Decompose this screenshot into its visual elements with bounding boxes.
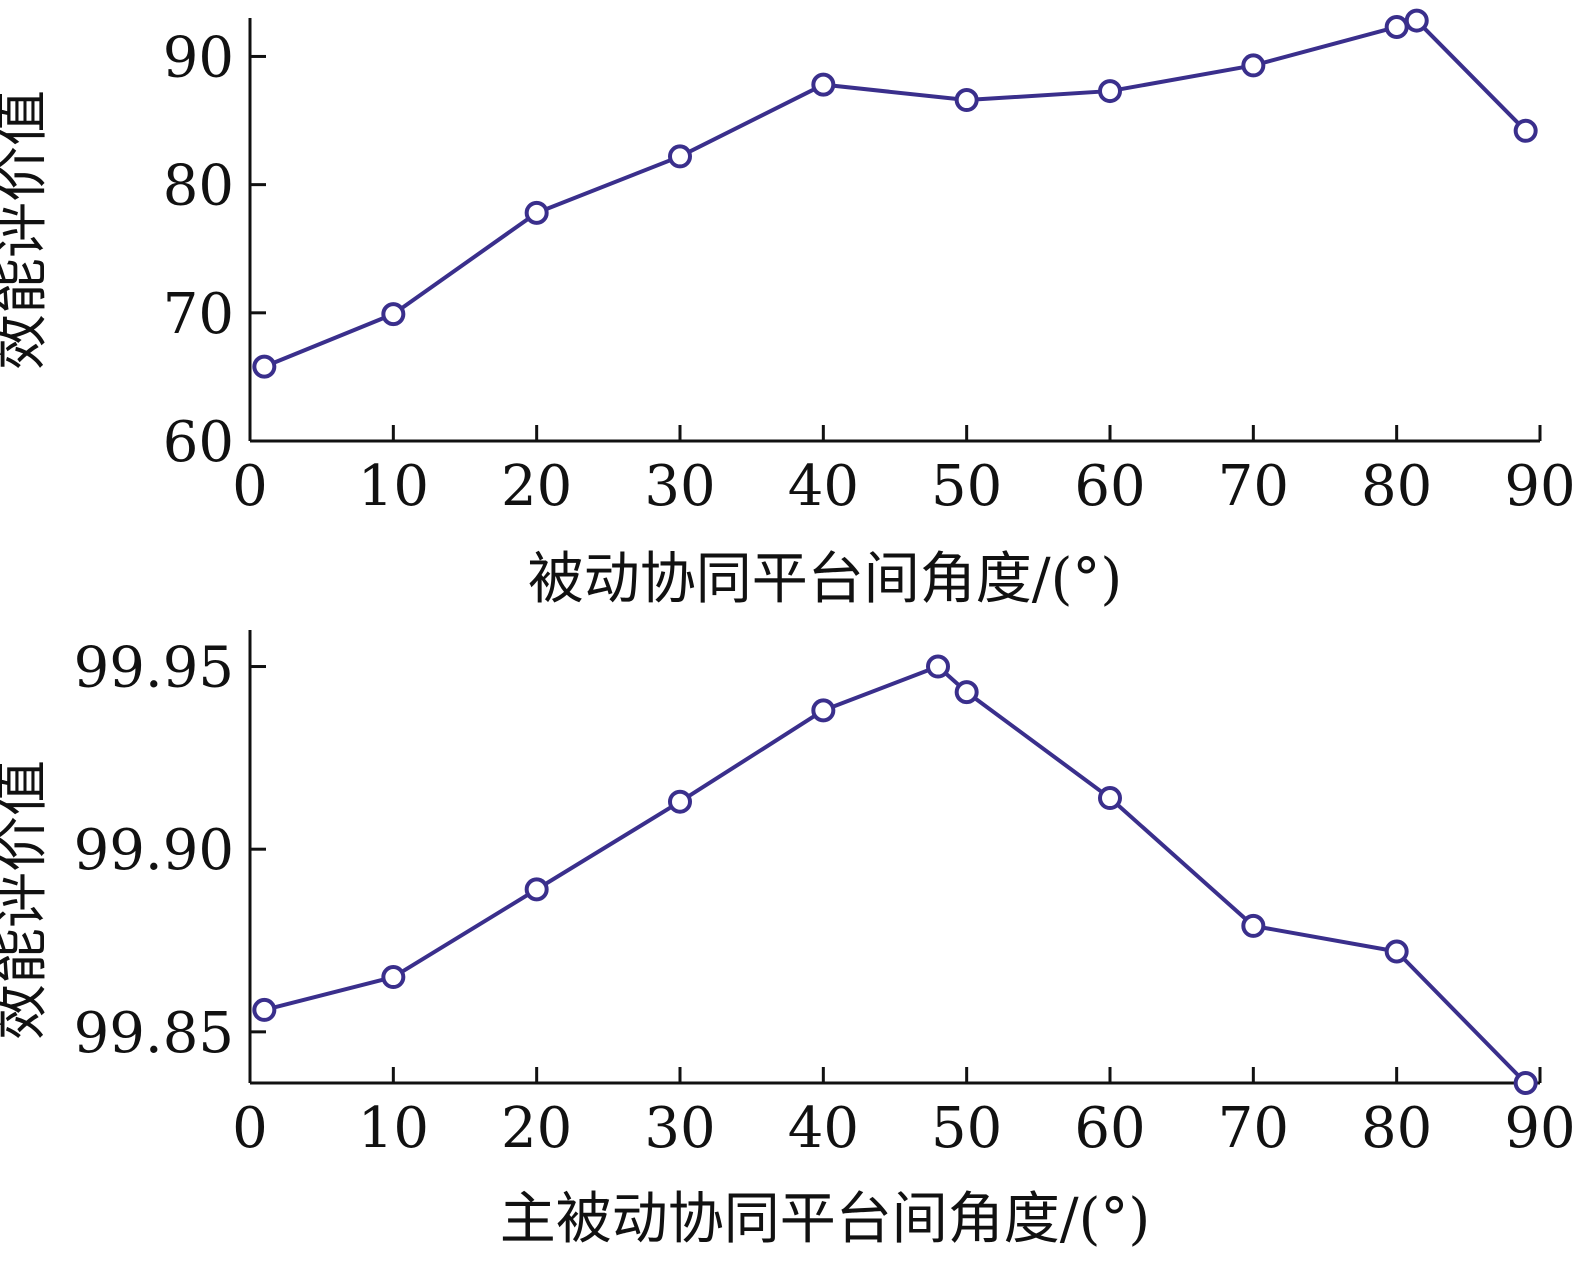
x-tick-label: 70 bbox=[1218, 1096, 1289, 1161]
data-point bbox=[381, 302, 406, 327]
series-line bbox=[263, 18, 1528, 369]
x-tick-label: 20 bbox=[501, 454, 572, 519]
data-point bbox=[668, 144, 692, 169]
data-point bbox=[954, 680, 979, 705]
data-point bbox=[381, 965, 406, 990]
x-tick-label: 60 bbox=[1074, 1096, 1145, 1161]
chart-bottom: 0 10 20 30 40 50 60 70 80 90 99.85 99.90 99.95 主被动协同平… bbox=[0, 630, 1576, 1252]
data-point bbox=[1241, 53, 1266, 78]
y-axis-title: 效能评价值 bbox=[0, 90, 54, 370]
series-line bbox=[263, 664, 1528, 1085]
y-tick-label: 99.85 bbox=[74, 1001, 234, 1066]
data-point bbox=[1384, 14, 1409, 39]
y-tick-label: 99.90 bbox=[74, 818, 234, 883]
x-tick-label: 0 bbox=[232, 454, 268, 519]
data-point bbox=[252, 354, 277, 379]
x-axis-title: 主被动协同平台间角度/(°) bbox=[500, 1187, 1151, 1252]
data-point bbox=[954, 88, 979, 113]
x-tick-label: 40 bbox=[788, 1096, 859, 1161]
data-point bbox=[524, 200, 549, 225]
data-point bbox=[1098, 786, 1122, 811]
x-axis-title: 被动协同平台间角度/(°) bbox=[528, 547, 1123, 612]
data-point bbox=[1241, 913, 1266, 938]
data-point bbox=[1404, 8, 1429, 33]
data-point bbox=[926, 654, 950, 679]
y-tick-label: 99.95 bbox=[74, 636, 234, 701]
data-point bbox=[1098, 79, 1122, 104]
data-point bbox=[1513, 118, 1538, 143]
data-point bbox=[252, 997, 277, 1022]
data-point bbox=[811, 698, 836, 723]
data-point bbox=[1513, 1071, 1538, 1095]
x-tick-label: 20 bbox=[501, 1096, 572, 1161]
x-tick-label: 80 bbox=[1361, 454, 1432, 519]
data-point bbox=[668, 789, 692, 814]
y-tick-label: 80 bbox=[163, 154, 234, 219]
data-point bbox=[1384, 939, 1409, 964]
x-tick-label: 30 bbox=[644, 454, 715, 519]
x-tick-label: 40 bbox=[788, 454, 859, 519]
x-tick-label: 30 bbox=[644, 1096, 715, 1161]
x-tick-label: 90 bbox=[1504, 1096, 1575, 1161]
data-point bbox=[811, 72, 836, 97]
data-point bbox=[524, 877, 549, 902]
chart-top: 0 10 20 30 40 50 60 70 80 90 60 70 80 90 被动协同平台间角度/(°)… bbox=[0, 8, 1576, 612]
x-tick-label: 60 bbox=[1074, 454, 1145, 519]
x-tick-label: 50 bbox=[931, 454, 1002, 519]
y-tick-label: 90 bbox=[163, 25, 234, 90]
y-tick-label: 70 bbox=[163, 282, 234, 347]
y-axis-title: 效能评价值 bbox=[0, 760, 54, 1040]
x-tick-label: 10 bbox=[358, 454, 429, 519]
x-tick-label: 50 bbox=[931, 1096, 1002, 1161]
y-tick-label: 60 bbox=[163, 410, 234, 475]
x-tick-label: 80 bbox=[1361, 1096, 1432, 1161]
x-tick-label: 70 bbox=[1218, 454, 1289, 519]
x-tick-label: 0 bbox=[232, 1096, 268, 1161]
x-tick-label: 10 bbox=[358, 1096, 429, 1161]
x-tick-label: 90 bbox=[1504, 454, 1575, 519]
